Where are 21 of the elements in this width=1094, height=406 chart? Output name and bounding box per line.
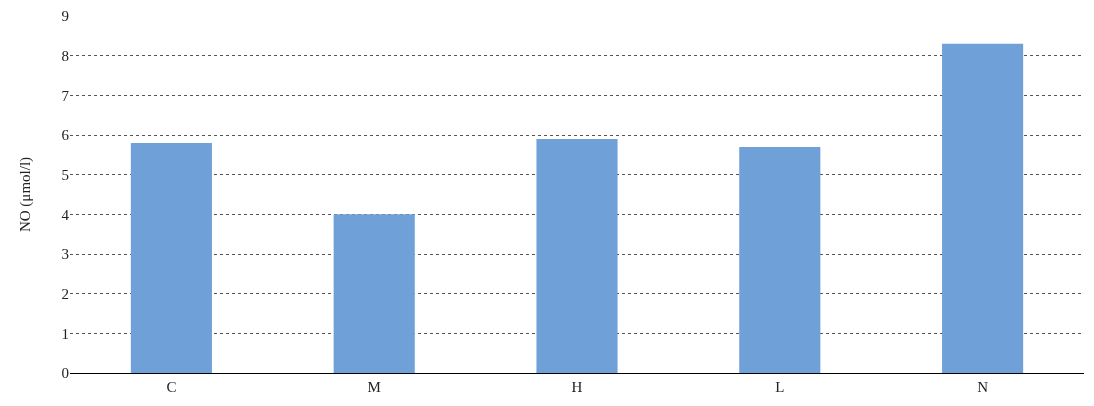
y-tick-label: 6 xyxy=(61,127,70,144)
x-tick-label: N xyxy=(977,379,989,395)
y-tick-label: 9 xyxy=(61,8,69,25)
bar xyxy=(942,43,1024,373)
x-tick-label: L xyxy=(775,379,785,395)
y-tick-label: 2 xyxy=(61,285,69,302)
x-tick-label: C xyxy=(166,379,177,395)
bar xyxy=(333,214,415,373)
y-tick-label: 8 xyxy=(61,47,69,64)
y-tick-label: 4 xyxy=(61,206,70,223)
y-tick-label: 3 xyxy=(61,246,69,263)
x-tick-label: M xyxy=(367,379,381,395)
bar xyxy=(536,138,618,373)
y-tick-label: 5 xyxy=(61,166,69,183)
y-axis-title: NO (μmol/l) xyxy=(17,156,34,233)
bar xyxy=(130,142,212,373)
y-tick-label: 0 xyxy=(61,365,69,382)
y-tick-label: 7 xyxy=(61,87,70,104)
bar xyxy=(739,146,821,373)
y-tick-label: 1 xyxy=(61,325,69,342)
x-tick-label: H xyxy=(571,379,583,395)
